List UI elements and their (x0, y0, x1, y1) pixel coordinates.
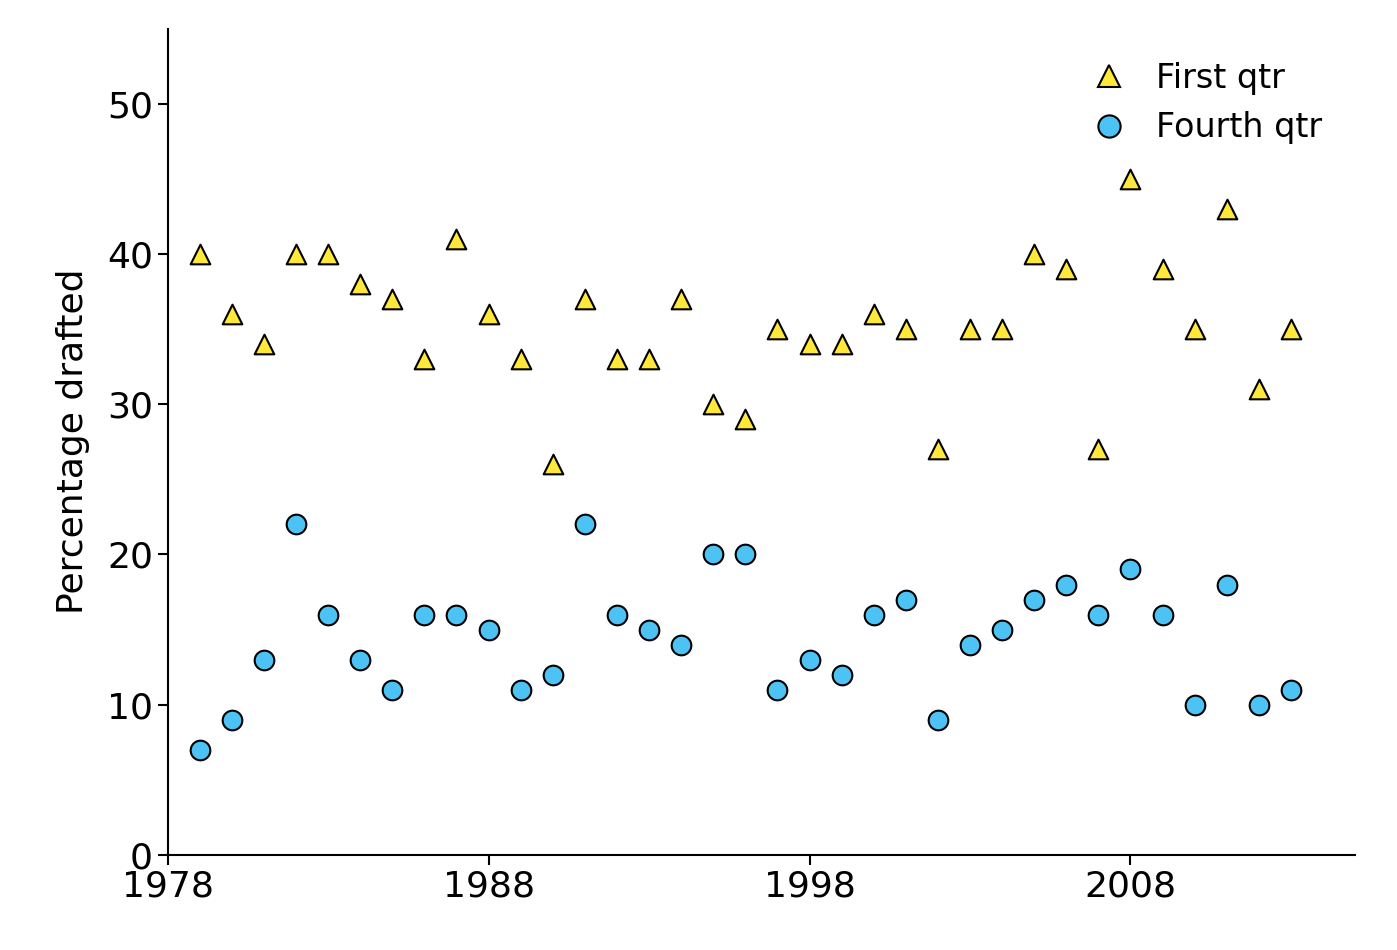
Point (574, 517, 597, 532)
Point (798, 652, 820, 667)
Point (958, 637, 981, 653)
Point (1215, 577, 1238, 592)
Point (638, 622, 661, 637)
Legend: First qtr, Fourth qtr: First qtr, Fourth qtr (1059, 46, 1338, 162)
Point (349, 276, 372, 292)
Point (446, 607, 468, 622)
Point (894, 592, 916, 607)
Point (1023, 592, 1045, 607)
Point (542, 457, 564, 472)
Point (606, 352, 629, 367)
Point (1151, 607, 1173, 622)
Point (253, 336, 275, 351)
Point (1119, 171, 1141, 186)
Point (510, 682, 532, 697)
Point (381, 682, 404, 697)
Point (574, 292, 597, 307)
Point (1055, 261, 1077, 276)
Point (349, 652, 372, 667)
Point (285, 246, 307, 261)
Point (606, 607, 629, 622)
Point (766, 321, 788, 336)
Point (221, 712, 243, 728)
Point (478, 622, 500, 637)
Point (735, 411, 757, 427)
Point (381, 292, 404, 307)
Point (510, 352, 532, 367)
Point (894, 321, 916, 336)
Point (1151, 261, 1173, 276)
Point (414, 607, 436, 622)
Point (990, 622, 1013, 637)
Point (958, 321, 981, 336)
Point (766, 682, 788, 697)
Point (1023, 246, 1045, 261)
Point (1248, 697, 1270, 712)
Point (285, 517, 307, 532)
Point (446, 231, 468, 246)
Point (830, 336, 852, 351)
Point (862, 607, 884, 622)
Point (189, 246, 211, 261)
Point (671, 637, 693, 653)
Point (478, 307, 500, 322)
Point (830, 667, 852, 682)
Point (1087, 442, 1109, 457)
Point (542, 667, 564, 682)
Point (703, 547, 725, 562)
Point (1248, 382, 1270, 397)
Point (253, 652, 275, 667)
Point (317, 607, 339, 622)
Point (1183, 697, 1206, 712)
Point (990, 321, 1013, 336)
Point (638, 352, 661, 367)
Point (703, 396, 725, 411)
Point (735, 547, 757, 562)
Point (414, 352, 436, 367)
Point (798, 336, 820, 351)
Point (671, 292, 693, 307)
Point (1183, 321, 1206, 336)
Point (1215, 201, 1238, 217)
Point (926, 712, 949, 728)
Point (1280, 682, 1302, 697)
Y-axis label: Percentage drafted: Percentage drafted (56, 269, 91, 615)
Point (1087, 607, 1109, 622)
Point (221, 307, 243, 322)
Point (1119, 561, 1141, 577)
Point (1280, 321, 1302, 336)
Point (1055, 577, 1077, 592)
Point (189, 742, 211, 757)
Point (862, 307, 884, 322)
Point (317, 246, 339, 261)
Point (926, 442, 949, 457)
